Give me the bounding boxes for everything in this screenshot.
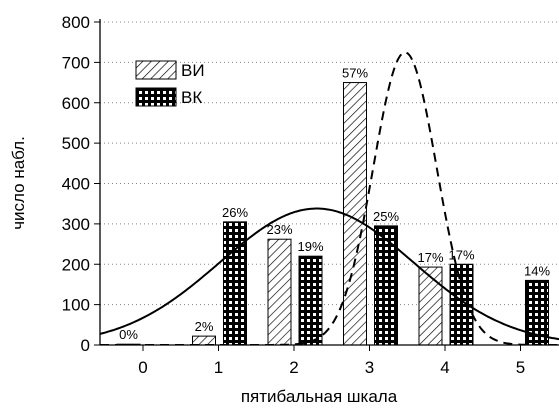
x-tick-label: 2 — [289, 358, 298, 377]
y-tick-label: 700 — [62, 53, 90, 72]
legend-label: ВИ — [181, 61, 205, 80]
data-labels: 0% 2% 23% 57% 17% 26% 19% 25% 17% 14% — [119, 66, 550, 343]
bar — [267, 238, 292, 346]
x-axis-label: пятибальная шкала — [241, 387, 398, 406]
bar — [192, 335, 216, 346]
data-label: 2% — [195, 319, 214, 334]
x-tick-label: 4 — [440, 358, 449, 377]
y-tick-label: 100 — [62, 296, 90, 315]
bar — [343, 82, 367, 346]
data-label: 23% — [266, 222, 292, 237]
axes: 0 100 200 300 400 500 600 700 800 0 1 2 3 4 5 — [62, 13, 559, 377]
legend-swatch — [135, 87, 177, 107]
bar — [449, 263, 474, 346]
bar — [418, 266, 443, 346]
x-tick-label: 0 — [138, 358, 147, 377]
data-label: 26% — [222, 205, 248, 220]
fitted-curve-vk — [100, 207, 559, 341]
data-label: 57% — [342, 66, 368, 81]
x-tick-label: 5 — [516, 358, 525, 377]
y-tick-label: 0 — [81, 336, 90, 355]
y-tick-label: 400 — [62, 175, 90, 194]
grid-lines — [100, 21, 559, 306]
y-axis-label: число набл. — [9, 136, 28, 230]
y-tick-label: 300 — [62, 215, 90, 234]
bar — [298, 255, 323, 346]
fitted-curve-vi — [100, 51, 559, 345]
bars — [116, 82, 549, 346]
bar — [374, 225, 398, 346]
y-tick-label: 800 — [62, 13, 90, 32]
x-tick-label: 1 — [214, 358, 223, 377]
y-tick-label: 600 — [62, 94, 90, 113]
legend: ВИ ВК — [135, 60, 205, 107]
fitted-curves — [100, 51, 559, 345]
data-label: 17% — [448, 247, 474, 262]
legend-label: ВК — [181, 88, 202, 107]
y-tick-label: 500 — [62, 134, 90, 153]
data-label: 25% — [373, 209, 399, 224]
data-label: 17% — [417, 250, 443, 265]
bar — [223, 221, 247, 346]
x-tick-label: 3 — [365, 358, 374, 377]
data-label: 19% — [297, 239, 323, 254]
data-label: 14% — [524, 263, 550, 278]
y-tick-label: 200 — [62, 255, 90, 274]
legend-swatch — [135, 60, 177, 80]
data-label: 0% — [119, 327, 138, 342]
